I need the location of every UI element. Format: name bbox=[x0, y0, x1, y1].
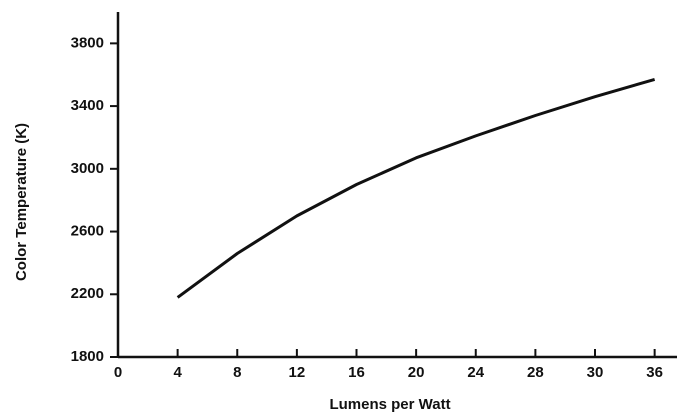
y-axis-label: Color Temperature (K) bbox=[13, 123, 30, 281]
x-tick-label: 4 bbox=[173, 364, 182, 381]
chart: Color Temperature (K) Lumens per Watt 18… bbox=[0, 0, 680, 416]
x-tick-label: 0 bbox=[114, 364, 122, 381]
x-tick-label: 12 bbox=[289, 364, 306, 381]
y-tick-label: 2200 bbox=[71, 285, 104, 302]
x-tick-label: 8 bbox=[233, 364, 241, 381]
y-tick-label: 3000 bbox=[71, 160, 104, 177]
y-tick-label: 3400 bbox=[71, 97, 104, 114]
x-tick-label: 24 bbox=[467, 364, 484, 381]
data-line bbox=[178, 79, 655, 297]
x-axis-label: Lumens per Watt bbox=[329, 396, 450, 413]
y-tick-label: 2600 bbox=[71, 223, 104, 240]
x-tick-label: 16 bbox=[348, 364, 365, 381]
x-tick-label: 28 bbox=[527, 364, 544, 381]
y-tick-label: 3800 bbox=[71, 34, 104, 51]
x-tick-label: 36 bbox=[646, 364, 663, 381]
y-tick-label: 1800 bbox=[71, 348, 104, 365]
x-tick-label: 30 bbox=[587, 364, 604, 381]
x-tick-label: 20 bbox=[408, 364, 425, 381]
